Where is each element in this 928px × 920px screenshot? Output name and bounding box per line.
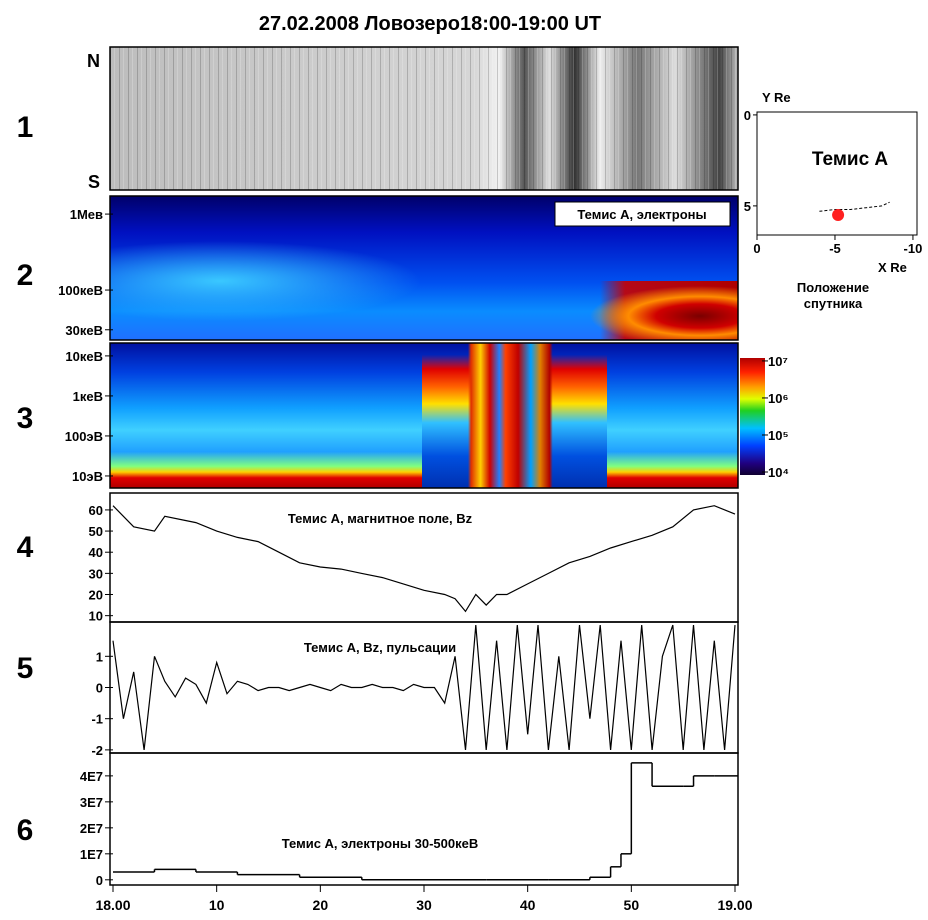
annotation-box (554, 201, 731, 227)
satellite-position (832, 208, 845, 221)
colorbar-label: 10⁴ (768, 465, 789, 480)
x-tick-label: 30 (416, 897, 432, 913)
y-tick-label: 1Мев (70, 207, 103, 222)
y-tick-label: -2 (91, 743, 103, 758)
x-tick-label: 10 (209, 897, 225, 913)
panel-label: 5 (17, 652, 34, 685)
panel-frame (109, 195, 739, 341)
colorbar (740, 358, 765, 475)
y-tick-label: 60 (89, 503, 103, 518)
y-tick-label: 30 (89, 566, 103, 581)
y-tick-label: 100кеВ (58, 283, 103, 298)
x-tick-label: 20 (313, 897, 329, 913)
y-tick-label: 4E7 (80, 769, 103, 784)
panel-label: 3 (17, 402, 34, 435)
y-tick-label: 20 (89, 588, 103, 603)
y-tick-label: 2E7 (80, 821, 103, 836)
x-tick-label: 19.00 (717, 897, 752, 913)
panel-frame (109, 342, 739, 489)
annotation: Темис А, магнитное поле, Bz (288, 511, 473, 526)
panel-label: 2 (17, 259, 34, 292)
data-line (112, 624, 736, 750)
axis-label: N (87, 51, 100, 71)
data-line (112, 505, 736, 613)
annotation: Темис А, электроны 30-500кеВ (282, 836, 479, 851)
panel-frame (109, 752, 739, 886)
colorbar-label: 10⁵ (768, 428, 789, 443)
x-tick-label: 0 (753, 241, 760, 256)
y-tick-label: 30кеВ (65, 323, 103, 338)
x-axis-label: X Re (878, 260, 907, 275)
y-tick-label: 3E7 (80, 795, 103, 810)
x-tick-label: -5 (829, 241, 841, 256)
keogram-image (110, 47, 738, 190)
y-tick-label: 10 (89, 609, 103, 624)
inset-title: Темис А (812, 149, 889, 170)
y-tick-label: 10эВ (72, 469, 103, 484)
x-tick-label: -10 (904, 241, 923, 256)
y-tick-label: 10кеВ (65, 349, 103, 364)
inset-frame (756, 111, 918, 236)
y-tick-label: 0 (744, 108, 751, 123)
panel-label: 6 (17, 814, 34, 847)
x-tick-label: 40 (520, 897, 536, 913)
y-tick-label: 50 (89, 524, 103, 539)
panel-label: 4 (17, 531, 34, 564)
ion-spectrogram (110, 343, 738, 488)
caption: спутника (804, 296, 863, 311)
annotation: Темис А, Bz, пульсации (304, 640, 456, 655)
trajectory (819, 201, 890, 212)
y-tick-label: 0 (96, 873, 103, 888)
y-tick-label: 40 (89, 545, 103, 560)
chart-title: 27.02.2008 Ловозеро18:00-19:00 UT (259, 13, 601, 35)
panel-label: 1 (17, 111, 34, 144)
colorbar-label: 10⁶ (768, 391, 788, 406)
annotation: Темис А, электроны (577, 207, 706, 222)
y-tick-label: 0 (96, 681, 103, 696)
colorbar-label: 10⁷ (768, 354, 788, 369)
y-tick-label: -1 (91, 712, 103, 727)
panel-frame (109, 46, 739, 191)
x-tick-label: 18.00 (95, 897, 130, 913)
y-axis-label: Y Re (762, 90, 791, 105)
axis-label: S (88, 172, 100, 192)
y-tick-label: 1 (96, 649, 103, 664)
y-tick-label: 1E7 (80, 847, 103, 862)
y-tick-label: 1кеВ (73, 389, 103, 404)
x-tick-label: 50 (624, 897, 640, 913)
y-tick-label: 100эВ (65, 429, 103, 444)
caption: Положение (797, 280, 869, 295)
y-tick-label: 5 (744, 199, 751, 214)
